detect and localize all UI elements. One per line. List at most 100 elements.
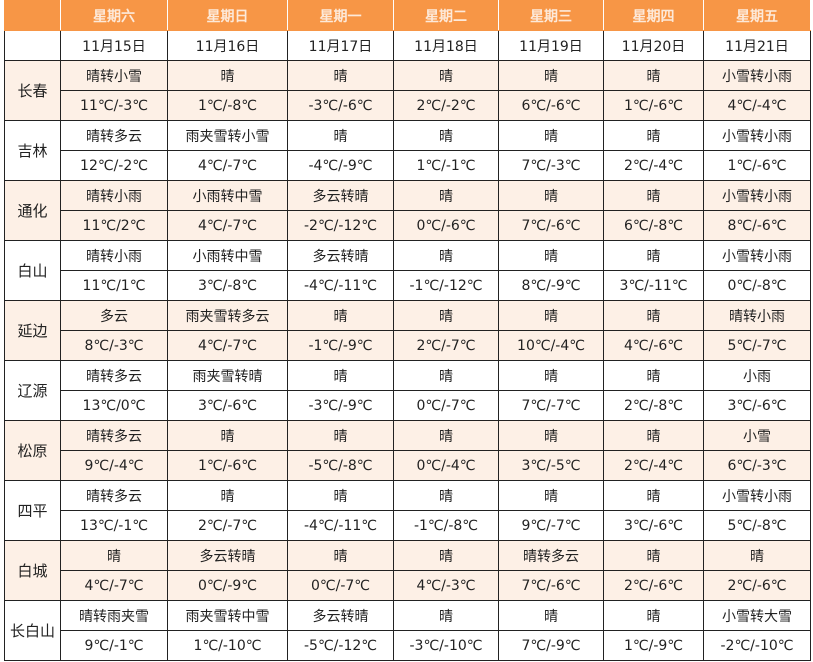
temperature-row: 13℃/-1℃ 2℃/-7℃ -4℃/-11℃ -1℃/-8℃ 9℃/-7℃ 3℃/-6℃…	[5, 510, 811, 541]
weather-row: 白城晴多云转晴晴晴晴转多云晴晴	[4, 540, 811, 601]
weather-cell: 小雨	[703, 360, 811, 391]
temperature-cell: 0℃/-8℃	[703, 270, 811, 301]
weather-cell: 小雪转小雨	[703, 480, 811, 511]
weather-cell: 晴	[498, 240, 604, 271]
temperature-cell: 12℃/-2℃	[60, 150, 168, 181]
temperature-cell: -1℃/-9℃	[287, 330, 394, 361]
weather-cell: 晴	[393, 240, 499, 271]
temperature-cell: 8℃/-3℃	[60, 330, 168, 361]
weather-cell: 晴	[498, 360, 604, 391]
temperature-row: 9℃/-1℃ 1℃/-10℃ -5℃/-12℃ -3℃/-10℃ 7℃/-9℃ 1℃/-9…	[5, 630, 811, 661]
weather-cell: 晴	[603, 240, 704, 271]
temperature-cell: 2℃/-7℃	[393, 330, 499, 361]
city-name: 白山	[4, 240, 61, 301]
weather-cell: 晴	[287, 540, 394, 571]
temperature-cell: 4℃/-7℃	[167, 150, 288, 181]
corner-cell-date	[4, 30, 61, 61]
weather-cell: 晴转小雨	[60, 180, 168, 211]
weather-row: 通化 晴转小雨 小雨转中雪 多云转晴晴晴晴小雪转小雨	[4, 180, 811, 241]
city-name: 延边	[4, 300, 61, 361]
temperature-cell: 6℃/-6℃	[498, 90, 604, 121]
weekday-header: 星期六	[60, 0, 168, 31]
temperature-cell: 2℃/-4℃	[603, 150, 704, 181]
weather-cell: 小雪转小雨	[703, 240, 811, 271]
weather-cell: 晴	[603, 60, 704, 91]
weather-cell: 小雪转小雨	[703, 180, 811, 211]
temperature-cell: 0℃/-7℃	[287, 570, 394, 601]
weather-cell: 晴	[498, 120, 604, 151]
temperature-cell: 9℃/-7℃	[498, 510, 604, 541]
temperature-cell: 9℃/-1℃	[60, 630, 168, 661]
date-cell: 11月15日	[60, 30, 168, 61]
weather-cell: 晴转多云	[60, 120, 168, 151]
temperature-row: 9℃/-4℃ 1℃/-6℃ -5℃/-8℃ 0℃/-4℃ 3℃/-5℃ 2℃/-4℃ 6℃/…	[5, 450, 811, 481]
temperature-cell: -2℃/-10℃	[703, 630, 811, 661]
weather-cell: 晴转小雨	[60, 240, 168, 271]
weather-cell: 晴	[498, 60, 604, 91]
weather-cell: 晴	[287, 360, 394, 391]
temperature-cell: 1℃/-6℃	[703, 150, 811, 181]
temperature-cell: 1℃/-6℃	[603, 90, 704, 121]
temperature-cell: 8℃/-6℃	[703, 210, 811, 241]
temperature-row: 8℃/-3℃ 4℃/-7℃ -1℃/-9℃ 2℃/-7℃ 10℃/-4℃ 4℃/-6℃ 5℃…	[5, 330, 811, 361]
weather-cell: 晴转多云	[60, 480, 168, 511]
weather-row: 吉林 晴转多云 雨夹雪转小雪晴晴晴晴小雪转小雨	[4, 120, 811, 181]
weather-cell: 晴	[603, 540, 704, 571]
weather-cell: 晴	[60, 540, 168, 571]
temperature-cell: -2℃/-12℃	[287, 210, 394, 241]
weekday-header: 星期二	[393, 0, 499, 31]
temperature-row: 13℃/0℃ 3℃/-6℃ -3℃/-9℃ 0℃/-7℃ 7℃/-7℃ 2℃/-8℃ 3℃/…	[5, 390, 811, 421]
temperature-row: 11℃/1℃ 3℃/-8℃ -4℃/-11℃ -1℃/-12℃ 8℃/-9℃ 3℃/-11…	[5, 270, 811, 301]
weather-cell: 晴	[498, 480, 604, 511]
weather-cell: 多云转晴	[287, 600, 394, 631]
temperature-cell: 5℃/-7℃	[703, 330, 811, 361]
weather-cell: 晴	[603, 420, 704, 451]
temperature-cell: 7℃/-6℃	[498, 570, 604, 601]
temperature-cell: 3℃/-6℃	[703, 390, 811, 421]
temperature-row: 11℃/2℃ 4℃/-7℃ -2℃/-12℃ 0℃/-6℃ 7℃/-6℃ 6℃/-8℃ 8℃…	[5, 210, 811, 241]
temperature-cell: 7℃/-6℃	[498, 210, 604, 241]
weather-cell: 晴	[498, 600, 604, 631]
temperature-cell: -3℃/-10℃	[393, 630, 499, 661]
weather-cell: 晴	[167, 60, 288, 91]
weather-cell: 晴	[498, 420, 604, 451]
weather-cell: 小雨转中雪	[167, 180, 288, 211]
temperature-cell: 7℃/-9℃	[498, 630, 604, 661]
temperature-cell: 4℃/-7℃	[60, 570, 168, 601]
weekday-header: 星期三	[498, 0, 604, 31]
temperature-cell: 3℃/-11℃	[603, 270, 704, 301]
temperature-cell: 6℃/-8℃	[603, 210, 704, 241]
weather-cell: 晴	[393, 60, 499, 91]
weather-forecast-table: 星期六 星期日 星期一 星期二 星期三 星期四 星期五 11月15日 11月16日 11月17日…	[4, 0, 811, 661]
city-name: 通化	[4, 180, 61, 241]
city-name: 吉林	[4, 120, 61, 181]
temperature-cell: -4℃/-11℃	[287, 510, 394, 541]
weather-row: 白山 晴转小雨 小雨转中雪 多云转晴晴晴晴小雪转小雨	[4, 240, 811, 301]
date-cell: 11月21日	[703, 30, 811, 61]
city-name: 四平	[4, 480, 61, 541]
date-cell: 11月19日	[498, 30, 604, 61]
weather-cell: 晴	[603, 300, 704, 331]
date-cell: 11月16日	[167, 30, 288, 61]
date-cell: 11月18日	[393, 30, 499, 61]
temperature-cell: -1℃/-12℃	[393, 270, 499, 301]
weather-cell: 晴	[393, 420, 499, 451]
weather-cell: 多云转晴	[287, 240, 394, 271]
weather-cell: 晴转小雨	[703, 300, 811, 331]
temperature-cell: 4℃/-3℃	[393, 570, 499, 601]
weather-cell: 晴	[603, 180, 704, 211]
weather-cell: 晴	[393, 300, 499, 331]
temperature-cell: 1℃/-8℃	[167, 90, 288, 121]
weather-cell: 晴	[287, 60, 394, 91]
weather-cell: 晴	[393, 180, 499, 211]
temperature-cell: 13℃/-1℃	[60, 510, 168, 541]
weather-cell: 晴	[703, 540, 811, 571]
weather-cell: 晴	[393, 360, 499, 391]
weather-cell: 雨夹雪转晴	[167, 360, 288, 391]
weather-cell: 晴	[287, 120, 394, 151]
temperature-cell: -4℃/-11℃	[287, 270, 394, 301]
weather-cell: 晴	[498, 300, 604, 331]
temperature-cell: 9℃/-4℃	[60, 450, 168, 481]
temperature-cell: -3℃/-6℃	[287, 90, 394, 121]
city-name: 长春	[4, 60, 61, 121]
